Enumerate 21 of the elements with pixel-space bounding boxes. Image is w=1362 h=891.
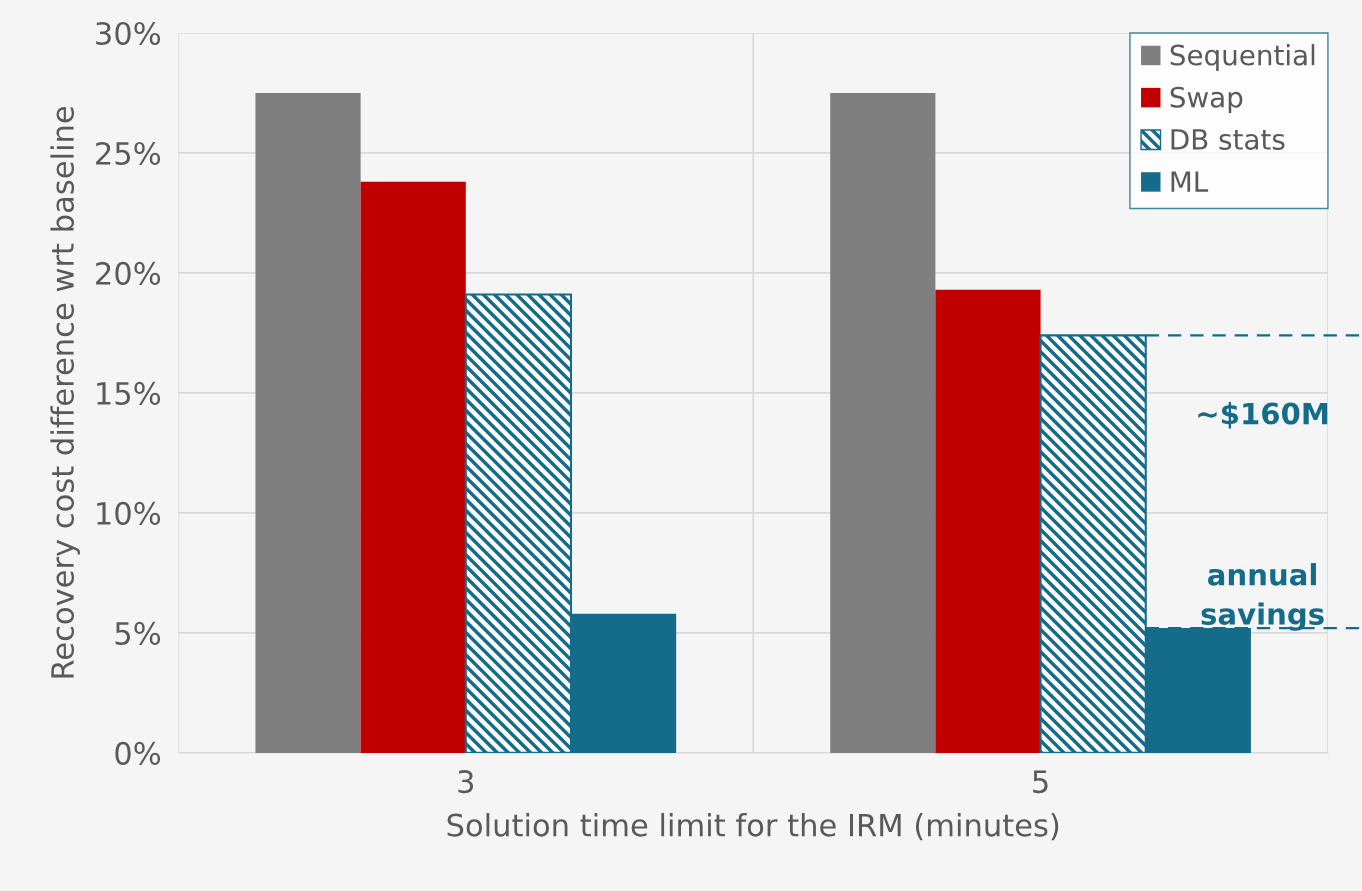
legend-label: Sequential	[1170, 44, 1315, 71]
legend-label: ML	[1171, 171, 1209, 192]
legend-label: Swap	[1170, 86, 1243, 114]
bar	[255, 92, 361, 753]
y-tick-label: 0%	[115, 741, 161, 765]
bar	[360, 181, 466, 753]
y-tick-label: 15%	[97, 381, 161, 405]
x-axis-title: Solution time limit for the IRM (minutes)	[447, 813, 1059, 841]
y-tick-label: 20%	[96, 261, 161, 285]
y-axis-title: Recovery cost difference wrt baseline	[50, 106, 80, 678]
y-tick-label: 10%	[97, 501, 161, 525]
legend-label: DB stats	[1171, 129, 1285, 150]
annotation: annual savings	[1201, 563, 1324, 631]
bar	[830, 92, 936, 753]
y-tick-label: 30%	[96, 21, 161, 46]
annotation: ~$160M	[1198, 401, 1328, 429]
y-tick-label: 5%	[115, 621, 161, 645]
x-tick-label: 5	[1033, 770, 1048, 794]
x-tick-label: 3	[458, 770, 474, 794]
bar	[935, 289, 1041, 753]
y-tick-label: 25%	[96, 141, 161, 165]
